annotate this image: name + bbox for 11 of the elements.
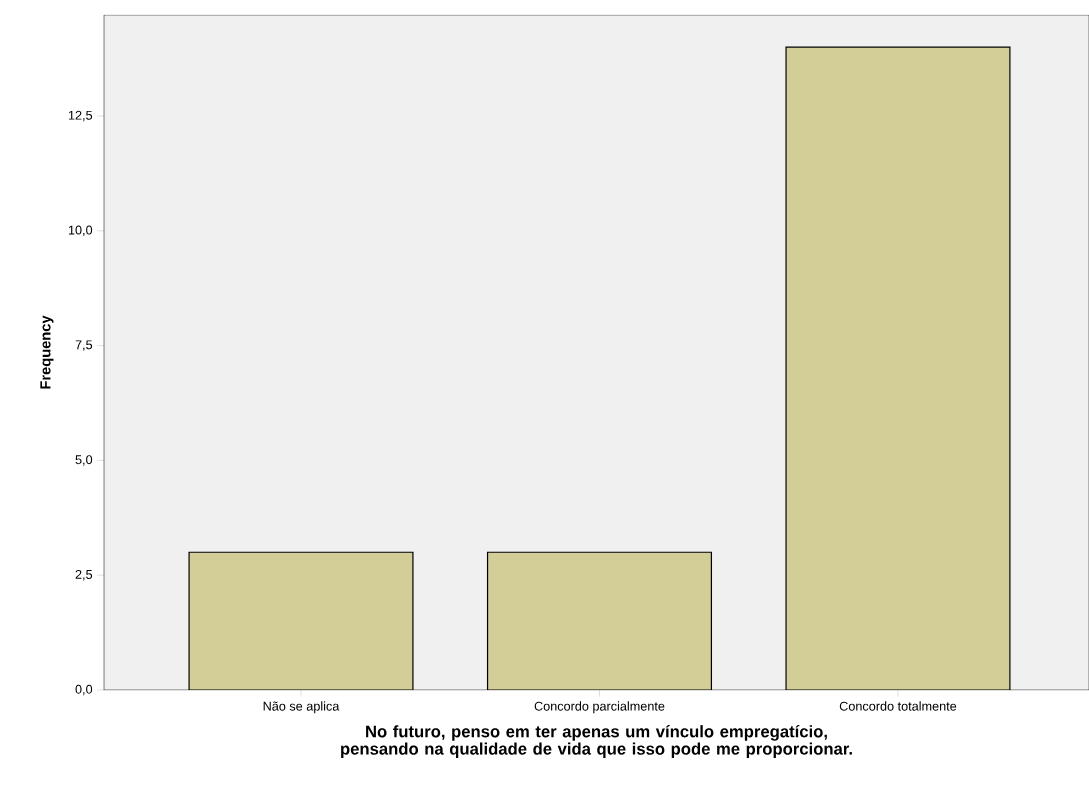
x-tick-label: Não se aplica bbox=[263, 701, 340, 714]
y-tick-label: 12,5 bbox=[68, 110, 93, 122]
x-tick-label: Concordo totalmente bbox=[839, 701, 957, 711]
y-tick-label: 5,0 bbox=[75, 455, 93, 466]
y-tick-label: 10,0 bbox=[68, 225, 93, 237]
y-tick-label: 0,0 bbox=[75, 684, 93, 696]
y-axis-title: Frequency bbox=[40, 315, 54, 389]
y-tick-label: 2,5 bbox=[75, 569, 93, 581]
x-tick-label: Concordo parcialmente bbox=[534, 701, 665, 714]
y-tick-label: 7,5 bbox=[75, 340, 93, 351]
x-axis-title: No futuro, penso em ter apenas um vínculo empregatício, pensando na qualidade de vida que isso pode me proporcionar. bbox=[341, 724, 852, 758]
